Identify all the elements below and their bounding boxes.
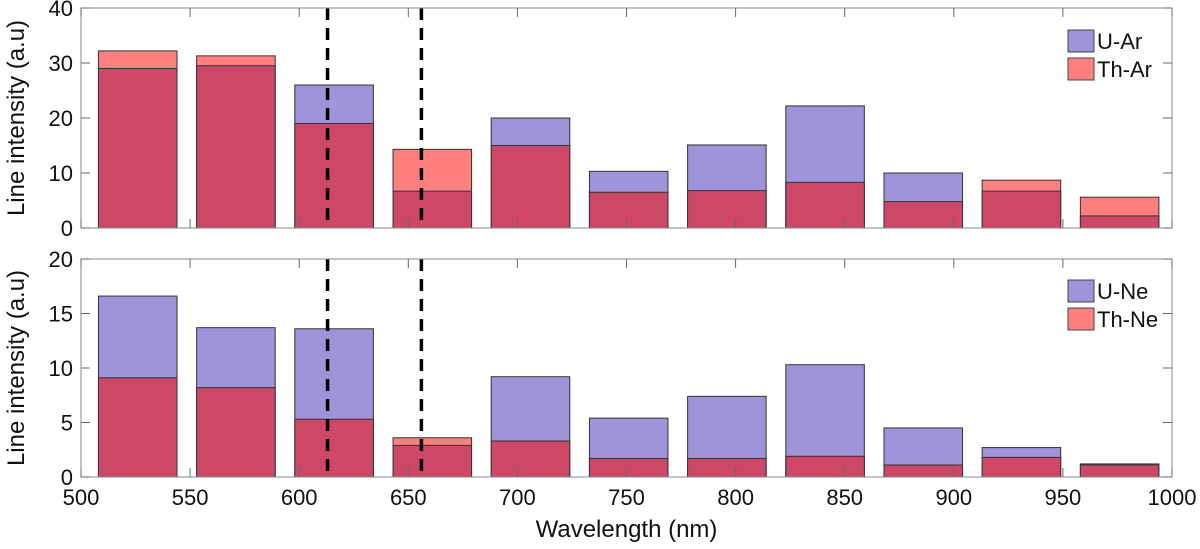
- y-tick-label: 15: [49, 302, 73, 327]
- x-tick-label: 1000: [1148, 485, 1197, 510]
- legend-swatch-Th-Ar: [1067, 57, 1095, 81]
- y-tick-label: 20: [49, 106, 73, 131]
- y-tick-label: 5: [61, 411, 73, 436]
- bar-overlap: [294, 123, 374, 229]
- x-tick-label: 550: [172, 485, 209, 510]
- legend-swatch-Th-Ne: [1067, 307, 1095, 331]
- bar-overlap: [392, 444, 473, 478]
- bar-overlap: [687, 190, 767, 229]
- bar-overlap: [1079, 464, 1160, 478]
- y-tick-label: 10: [49, 356, 73, 381]
- bar-overlap: [588, 191, 669, 229]
- y-tick-label: 10: [49, 161, 73, 186]
- bar-overlap: [785, 455, 865, 478]
- legend-label: U-Ar: [1097, 29, 1142, 54]
- bar-overlap: [196, 387, 276, 478]
- legend-swatch-U-Ne: [1067, 279, 1095, 303]
- y-axis-label: Line intensity (a.u): [3, 20, 30, 216]
- x-tick-label: 950: [1045, 485, 1082, 510]
- bar-overlap: [981, 190, 1062, 229]
- x-tick-label: 500: [63, 485, 100, 510]
- bar-overlap: [196, 65, 276, 229]
- bar-overlap: [588, 457, 669, 478]
- bar-overlap: [490, 440, 571, 478]
- x-tick-label: 800: [717, 485, 754, 510]
- bar-overlap: [883, 201, 964, 229]
- x-tick-label: 650: [390, 485, 427, 510]
- x-tick-label: 750: [608, 485, 645, 510]
- bar-overlap: [785, 181, 865, 229]
- bar-overlap: [981, 456, 1062, 478]
- bar-overlap: [97, 377, 178, 478]
- bar-overlap: [294, 418, 374, 478]
- y-tick-label: 20: [49, 247, 73, 272]
- y-tick-label: 30: [49, 51, 73, 76]
- y-axis-label: Line intensity (a.u): [3, 270, 30, 466]
- y-tick-label: 0: [61, 216, 73, 241]
- y-tick-label: 40: [49, 0, 73, 21]
- panel-2: 0 5 10 15 20 500 550 600 650 700 750 800 850 900 950 10…: [3, 247, 1196, 510]
- x-tick-label: 600: [281, 485, 318, 510]
- x-axis-label: Wavelength (nm): [536, 516, 718, 543]
- y-tick-label: 0: [61, 465, 73, 490]
- bar-overlap: [687, 457, 767, 478]
- x-tick-label: 900: [935, 485, 972, 510]
- x-tick-label: 700: [499, 485, 536, 510]
- bar-overlap: [392, 190, 473, 229]
- x-tick-label: 850: [826, 485, 863, 510]
- bar-overlap: [97, 68, 178, 229]
- legend-label: U-Ne: [1097, 279, 1148, 304]
- bar-overlap: [490, 145, 571, 229]
- legend-label: Th-Ne: [1097, 307, 1158, 332]
- panel-1: 0 10 20 30 40 Line intensity (a.u) U-Ar Th-Ar: [3, 0, 1173, 241]
- legend-swatch-U-Ar: [1067, 29, 1095, 53]
- legend-label: Th-Ar: [1097, 57, 1152, 82]
- bar-overlap: [1079, 215, 1160, 229]
- bar-overlap: [883, 464, 964, 478]
